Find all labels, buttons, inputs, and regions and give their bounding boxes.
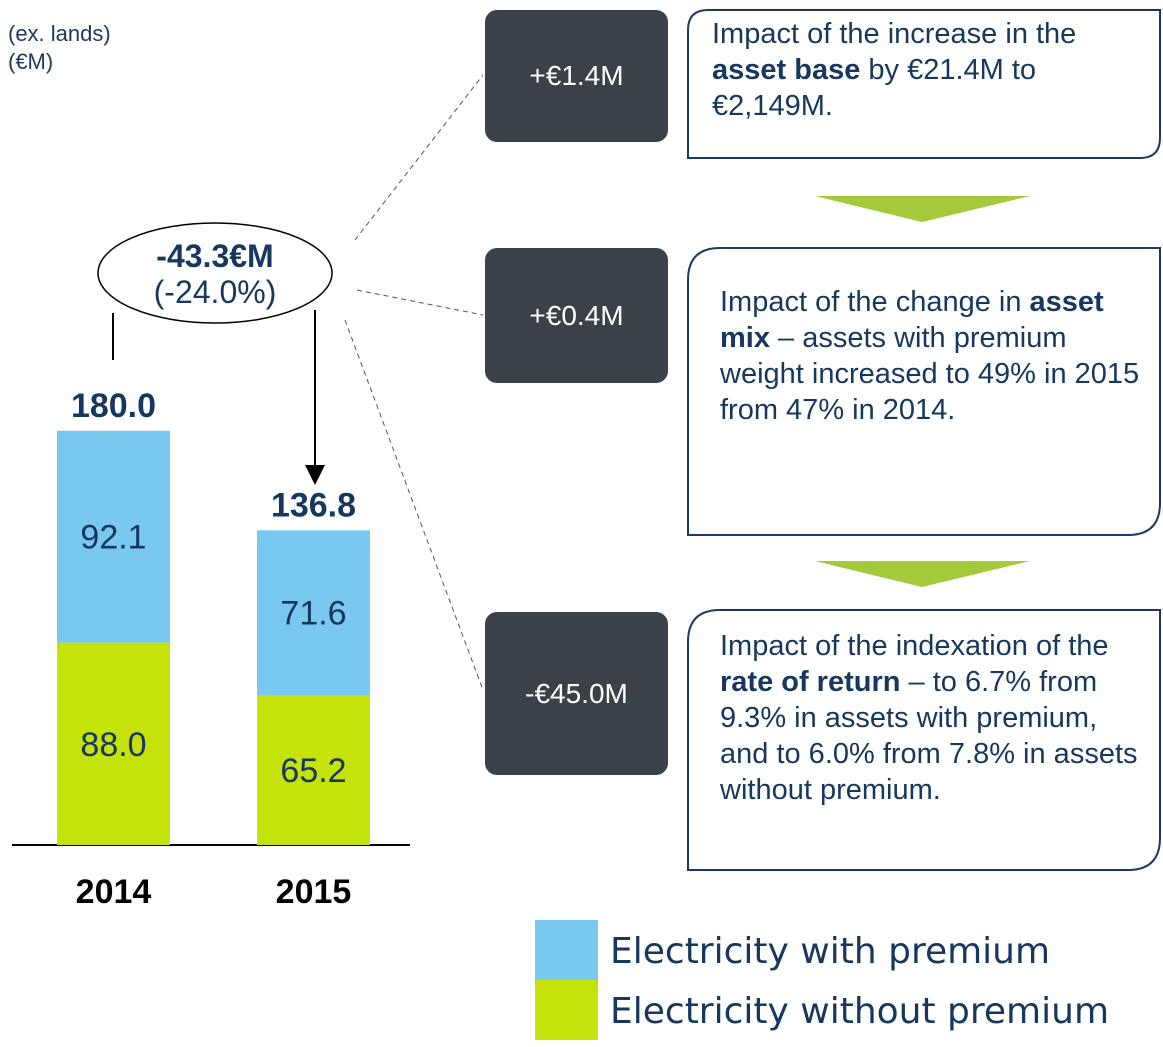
delta-box [485, 612, 668, 775]
change-label: -43.3€M (-24.0%) [98, 238, 332, 310]
total-label: 180.0 [71, 387, 156, 425]
dashed-link [344, 319, 484, 691]
impact-box [687, 9, 1161, 159]
dashed-link [356, 289, 484, 316]
value-label: 88.0 [80, 726, 146, 764]
text: – assets with premium weight increased t… [720, 322, 1140, 426]
change-ellipse [97, 222, 333, 324]
total-label: 136.8 [271, 486, 356, 524]
impact-text: Impact of the change in asset mix – asse… [720, 284, 1140, 428]
delta-box [485, 10, 668, 142]
note-line: (ex. lands) [8, 21, 111, 46]
impact-box [687, 609, 1161, 871]
delta-text: +€1.4M [529, 60, 624, 91]
bold-text: asset mix [720, 286, 1104, 354]
impact-text: Impact of the increase in the asset base… [712, 16, 1152, 124]
legend-swatch [535, 980, 598, 1040]
bar-segment [57, 642, 170, 845]
legend-swatch [535, 920, 598, 980]
impact-text: Impact of the indexation of the rate of … [720, 628, 1140, 808]
impact-box [687, 247, 1161, 536]
value-label: 92.1 [80, 519, 146, 557]
flow-arrow [815, 561, 1030, 587]
x-tick-label: 2015 [276, 873, 352, 911]
change-value: -43.3€M [156, 238, 274, 274]
legend-label: Electricity with premium [610, 931, 1050, 972]
text: Impact of the indexation of the [720, 630, 1109, 662]
dashed-link [354, 74, 484, 241]
unit-note: (ex. lands) (€M) [8, 20, 111, 76]
flow-arrow [815, 196, 1030, 222]
text: by €21.4M to €2,149M. [712, 54, 1037, 122]
text: Impact of the change in [720, 286, 1030, 318]
delta-text: +€0.4M [529, 299, 624, 331]
x-tick-label: 2014 [76, 873, 152, 911]
bar-segment [57, 430, 170, 643]
change-percent: (-24.0%) [153, 274, 277, 310]
bold-text: asset base [712, 54, 861, 86]
note-line: (€M) [8, 49, 54, 74]
text: Impact of the increase in the [712, 18, 1077, 50]
legend-label: Electricity without premium [610, 991, 1109, 1032]
bar-segment [257, 530, 370, 696]
text: – to 6.7% from 9.3% in assets with premi… [720, 666, 1138, 806]
delta-box [485, 248, 668, 383]
value-label: 65.2 [280, 752, 346, 790]
value-label: 71.6 [280, 595, 346, 633]
delta-text: -€45.0M [525, 677, 628, 709]
bold-text: rate of return [720, 666, 901, 698]
bar-segment [257, 695, 370, 845]
